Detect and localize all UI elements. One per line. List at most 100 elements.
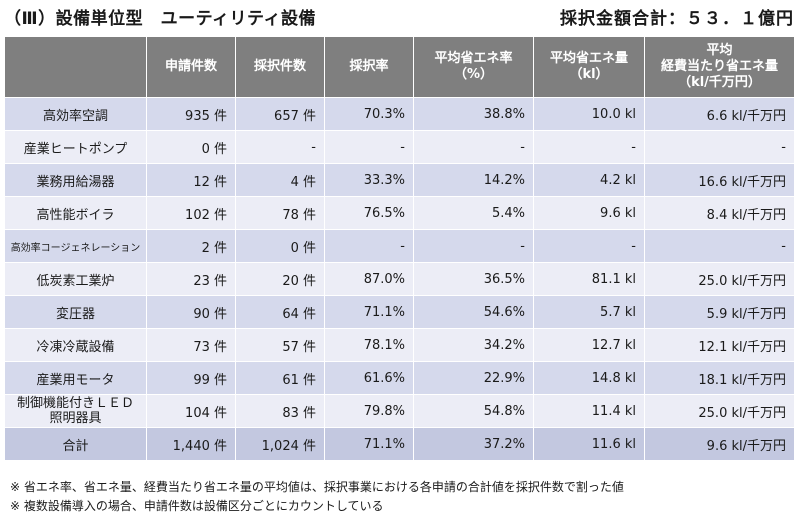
row-category: 産業ヒートポンプ bbox=[4, 130, 147, 164]
row-save-amount: 10.0 kl bbox=[533, 97, 645, 131]
row-per-cost: 25.0 kl/千万円 bbox=[644, 262, 795, 296]
row-applied: 935 件 bbox=[146, 97, 236, 131]
header-saving-per-cost-label: 平均 経費当たり省エネ量 （kl/千万円） bbox=[660, 43, 778, 90]
table-row: 産業ヒートポンプ 0 件 - - - - - bbox=[4, 130, 795, 164]
row-rate: 87.0% bbox=[324, 262, 414, 296]
row-per-cost: 16.6 kl/千万円 bbox=[644, 163, 795, 197]
row-adopted: 0 件 bbox=[235, 229, 325, 263]
total-per-cost: 9.6 kl/千万円 bbox=[644, 427, 795, 461]
header-adopted-count-label: 採択件数 bbox=[253, 59, 306, 74]
total-amount: 採択金額合計：５３．１億円 bbox=[560, 9, 794, 29]
row-category: 変圧器 bbox=[4, 295, 147, 329]
header-avg-saving-rate-label: 平均省エネ率 （%） bbox=[434, 51, 513, 82]
row-category: 高効率コージェネレーション bbox=[4, 229, 147, 263]
header-adoption-rate: 採択率 bbox=[324, 36, 414, 98]
row-adopted: 78 件 bbox=[235, 196, 325, 230]
row-applied: 12 件 bbox=[146, 163, 236, 197]
row-category: 高性能ボイラ bbox=[4, 196, 147, 230]
table-row: 高効率コージェネレーション 2 件 0 件 - - - - bbox=[4, 229, 795, 263]
row-save-amount: - bbox=[533, 229, 645, 263]
row-applied: 23 件 bbox=[146, 262, 236, 296]
row-applied: 2 件 bbox=[146, 229, 236, 263]
row-save-rate: 14.2% bbox=[413, 163, 534, 197]
row-category: 産業用モータ bbox=[4, 361, 147, 395]
row-save-rate: 22.9% bbox=[413, 361, 534, 395]
row-applied: 99 件 bbox=[146, 361, 236, 395]
title-row: （Ⅲ）設備単位型 ユーティリティ設備 採択金額合計：５３．１億円 bbox=[4, 4, 794, 30]
row-rate: 33.3% bbox=[324, 163, 414, 197]
total-label: 合計 bbox=[4, 427, 147, 461]
header-saving-per-cost: 平均 経費当たり省エネ量 （kl/千万円） bbox=[644, 36, 795, 98]
row-category: 制御機能付きＬＥＤ 照明器具 bbox=[4, 394, 147, 428]
row-save-rate: - bbox=[413, 130, 534, 164]
header-avg-saving-amount: 平均省エネ量 （kl） bbox=[533, 36, 645, 98]
row-rate: 79.8% bbox=[324, 394, 414, 428]
table-row: 産業用モータ 99 件 61 件 61.6% 22.9% 14.8 kl 18.… bbox=[4, 361, 795, 395]
row-adopted: 4 件 bbox=[235, 163, 325, 197]
row-per-cost: - bbox=[644, 229, 795, 263]
row-rate: 76.5% bbox=[324, 196, 414, 230]
header-avg-saving-rate: 平均省エネ率 （%） bbox=[413, 36, 534, 98]
header-applied-count-label: 申請件数 bbox=[164, 59, 217, 74]
row-save-amount: 9.6 kl bbox=[533, 196, 645, 230]
row-category: 業務用給湯器 bbox=[4, 163, 147, 197]
row-per-cost: - bbox=[644, 130, 795, 164]
row-category: 冷凍冷蔵設備 bbox=[4, 328, 147, 362]
footnote: ※ 省エネ率、省エネ量、経費当たり省エネ量の平均値は、採択事業における各申請の合… bbox=[10, 480, 624, 494]
header-avg-saving-amount-label: 平均省エネ量 （kl） bbox=[549, 51, 628, 82]
row-applied: 0 件 bbox=[146, 130, 236, 164]
row-save-amount: 5.7 kl bbox=[533, 295, 645, 329]
row-save-amount: 12.7 kl bbox=[533, 328, 645, 362]
row-save-rate: - bbox=[413, 229, 534, 263]
row-adopted: 57 件 bbox=[235, 328, 325, 362]
table-row: 業務用給湯器 12 件 4 件 33.3% 14.2% 4.2 kl 16.6 … bbox=[4, 163, 795, 197]
row-per-cost: 5.9 kl/千万円 bbox=[644, 295, 795, 329]
total-adopted: 1,024 件 bbox=[235, 427, 325, 461]
row-adopted: 657 件 bbox=[235, 97, 325, 131]
table-row: 高性能ボイラ 102 件 78 件 76.5% 5.4% 9.6 kl 8.4 … bbox=[4, 196, 795, 230]
row-rate: 71.1% bbox=[324, 295, 414, 329]
header-adoption-rate-label: 採択率 bbox=[349, 59, 389, 74]
row-category: 低炭素工業炉 bbox=[4, 262, 147, 296]
total-applied: 1,440 件 bbox=[146, 427, 236, 461]
row-adopted: - bbox=[235, 130, 325, 164]
page-title: （Ⅲ）設備単位型 ユーティリティ設備 bbox=[4, 9, 317, 29]
row-rate: 61.6% bbox=[324, 361, 414, 395]
total-row: 合計 1,440 件 1,024 件 71.1% 37.2% 11.6 kl 9… bbox=[4, 427, 795, 461]
header-applied-count: 申請件数 bbox=[146, 36, 236, 98]
row-save-rate: 54.6% bbox=[413, 295, 534, 329]
header-category bbox=[4, 36, 147, 98]
row-category: 高効率空調 bbox=[4, 97, 147, 131]
row-save-amount: - bbox=[533, 130, 645, 164]
row-adopted: 64 件 bbox=[235, 295, 325, 329]
row-save-rate: 5.4% bbox=[413, 196, 534, 230]
row-applied: 102 件 bbox=[146, 196, 236, 230]
header-adopted-count: 採択件数 bbox=[235, 36, 325, 98]
row-applied: 90 件 bbox=[146, 295, 236, 329]
header-row: 申請件数 採択件数 採択率 平均省エネ率 （%） 平均省エネ量 （kl） 平均 … bbox=[4, 36, 795, 98]
table-row: 低炭素工業炉 23 件 20 件 87.0% 36.5% 81.1 kl 25.… bbox=[4, 262, 795, 296]
row-rate: - bbox=[324, 130, 414, 164]
row-save-amount: 4.2 kl bbox=[533, 163, 645, 197]
row-rate: 70.3% bbox=[324, 97, 414, 131]
table-row: 変圧器 90 件 64 件 71.1% 54.6% 5.7 kl 5.9 kl/… bbox=[4, 295, 795, 329]
row-save-rate: 38.8% bbox=[413, 97, 534, 131]
row-per-cost: 12.1 kl/千万円 bbox=[644, 328, 795, 362]
row-save-rate: 54.8% bbox=[413, 394, 534, 428]
row-save-amount: 11.4 kl bbox=[533, 394, 645, 428]
total-save-amount: 11.6 kl bbox=[533, 427, 645, 461]
row-per-cost: 25.0 kl/千万円 bbox=[644, 394, 795, 428]
total-save-rate: 37.2% bbox=[413, 427, 534, 461]
table-row: 高効率空調 935 件 657 件 70.3% 38.8% 10.0 kl 6.… bbox=[4, 97, 795, 131]
row-per-cost: 18.1 kl/千万円 bbox=[644, 361, 795, 395]
row-adopted: 83 件 bbox=[235, 394, 325, 428]
total-rate: 71.1% bbox=[324, 427, 414, 461]
row-rate: - bbox=[324, 229, 414, 263]
row-applied: 104 件 bbox=[146, 394, 236, 428]
row-save-rate: 36.5% bbox=[413, 262, 534, 296]
row-adopted: 20 件 bbox=[235, 262, 325, 296]
row-save-amount: 14.8 kl bbox=[533, 361, 645, 395]
row-rate: 78.1% bbox=[324, 328, 414, 362]
row-save-amount: 81.1 kl bbox=[533, 262, 645, 296]
table-row: 制御機能付きＬＥＤ 照明器具 104 件 83 件 79.8% 54.8% 11… bbox=[4, 394, 795, 428]
